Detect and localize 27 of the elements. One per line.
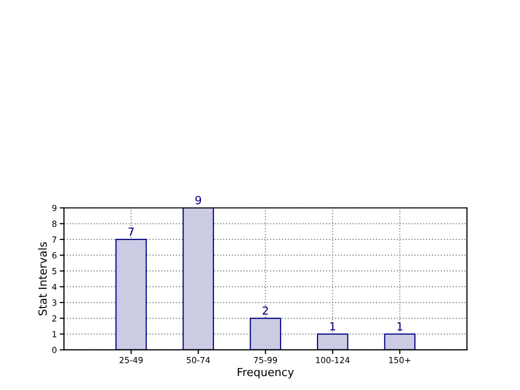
x-tick-label: 150+ [389, 356, 410, 364]
bar [182, 208, 214, 350]
x-tick-label: 50-74 [186, 356, 210, 364]
x-axis-title: Frequency [238, 368, 294, 378]
y-tick-label: 9 [52, 204, 56, 212]
data-label: 9 [195, 196, 202, 204]
y-tick-label: 4 [52, 284, 57, 290]
x-tick-label: 75-99 [254, 356, 277, 364]
y-axis-title: Stat Intervals [38, 242, 47, 316]
data-label: 1 [330, 322, 336, 330]
bar [250, 318, 282, 350]
y-tick-label: 3 [52, 299, 56, 306]
y-tick-label: 8 [52, 220, 56, 227]
y-tick-label: 1 [52, 331, 56, 338]
x-tick-label: 100-124 [316, 356, 350, 364]
data-label: 2 [262, 306, 268, 315]
bar [316, 334, 348, 350]
y-tick-label: 5 [52, 268, 56, 274]
y-tick-label: 7 [52, 236, 56, 243]
x-tick-label: 25-49 [120, 356, 143, 364]
y-tick-label: 0 [52, 346, 56, 354]
data-label: 7 [128, 228, 134, 236]
y-tick-label: 2 [52, 315, 56, 322]
bar [384, 334, 416, 350]
bar [115, 238, 147, 350]
data-label: 1 [397, 322, 402, 330]
y-tick-label: 6 [52, 252, 56, 258]
